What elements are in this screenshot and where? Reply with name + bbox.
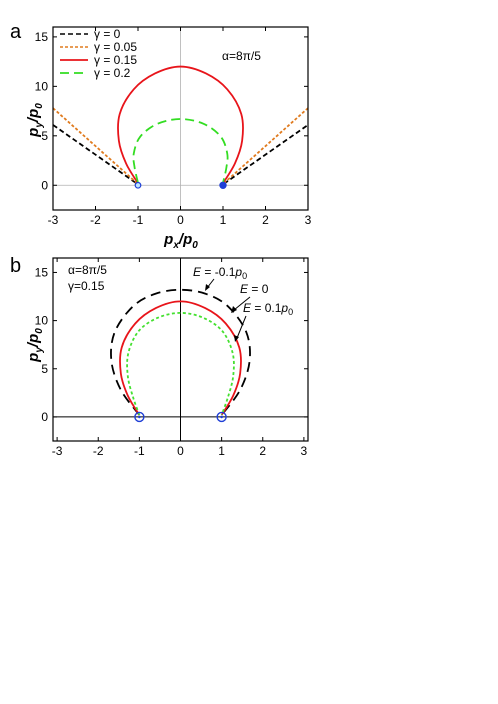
x-tick-label: -1 <box>133 213 144 227</box>
series-0-line <box>223 124 309 185</box>
x-tick-label: 2 <box>262 213 269 227</box>
label-e-plus: E = 0.1p0 <box>243 301 293 317</box>
y-tick-label: 0 <box>41 410 48 424</box>
panel-b-ylabel: py/p0 <box>25 328 45 363</box>
panel-a-legend: γ = 0 γ = 0.05 γ = 0.15 γ = 0.2 <box>60 27 137 80</box>
y-tick-label: 10 <box>35 314 49 328</box>
legend-label-gamma-0.2: γ = 0.2 <box>94 66 131 80</box>
marker-ring-center <box>138 415 141 419</box>
label-e-zero: E = 0 <box>240 282 269 296</box>
marker-filled <box>219 181 227 189</box>
series-0.15-curve <box>117 65 244 184</box>
panel-b-ticks: -3 -2 -1 0 1 2 3 0 5 10 15 <box>35 258 308 458</box>
series-0.2-curve <box>132 118 229 183</box>
panel-a-alpha-annotation: α=8π/5 <box>222 49 261 63</box>
panel-a-ylabel: py/p0 <box>25 103 45 138</box>
panel-a-ticks: -3 -2 -1 0 1 2 3 0 5 10 15 <box>35 27 312 227</box>
legend-label-gamma-0: γ = 0 <box>94 27 121 41</box>
y-tick-label: 5 <box>41 362 48 376</box>
series-0.05-line <box>52 107 138 184</box>
arrow-e-plus-head <box>234 335 239 342</box>
series-0-line <box>52 124 138 185</box>
panel-a-plot-area <box>52 27 309 210</box>
arrow-e-plus <box>236 315 247 339</box>
y-tick-label: 10 <box>35 79 49 93</box>
panel-a-chart: -3 -2 -1 0 1 2 3 0 5 10 15 py/p0 px/p0 γ = 0 γ = 0… <box>25 26 312 251</box>
x-tick-label: 0 <box>177 444 184 458</box>
x-tick-label: 3 <box>301 444 308 458</box>
arrow-e-zero-head <box>231 306 237 313</box>
y-tick-label: 15 <box>35 265 49 279</box>
panel-b-alpha-annotation: α=8π/5 <box>68 263 107 277</box>
marker-ring-center <box>220 415 223 419</box>
y-tick-label: 15 <box>35 30 49 44</box>
x-tick-label: -3 <box>48 213 59 227</box>
annotation-arrows <box>205 278 251 342</box>
arrow-e-minus-head <box>205 284 210 291</box>
marker-ring <box>134 411 145 423</box>
x-tick-label: -3 <box>52 444 63 458</box>
series-0.05-line <box>223 107 309 184</box>
panel-b-plot-area <box>53 258 308 441</box>
x-tick-label: 2 <box>259 444 266 458</box>
y-tick-label: 5 <box>41 129 48 143</box>
panel-a-letter: a <box>10 21 22 43</box>
x-tick-label: -2 <box>90 213 101 227</box>
marker-open <box>134 181 142 189</box>
label-e-minus: E = -0.1p0 <box>193 265 247 281</box>
x-tick-label: 1 <box>220 213 227 227</box>
panel-b-gamma-annotation: γ=0.15 <box>68 279 105 293</box>
x-tick-label: 3 <box>305 213 312 227</box>
panel-b-chart: -3 -2 -1 0 1 2 3 0 5 10 15 py/p0 α=8π/5 γ=0.15 E =… <box>25 257 309 458</box>
arrow-e-zero <box>233 296 251 311</box>
y-tick-label: 0 <box>41 178 48 192</box>
x-tick-label: 0 <box>177 213 184 227</box>
panel-b-letter: b <box>10 255 21 277</box>
legend-label-gamma-0.15: γ = 0.15 <box>94 53 137 67</box>
marker-ring <box>216 411 227 423</box>
series-e-0.1p-0-curve <box>126 311 235 416</box>
legend-label-gamma-0.05: γ = 0.05 <box>94 40 137 54</box>
x-tick-label: -2 <box>93 444 104 458</box>
x-tick-label: -1 <box>134 444 145 458</box>
series-e-0-curve <box>119 300 242 416</box>
panel-a-xlabel: px/p0 <box>163 231 198 251</box>
x-tick-label: 1 <box>218 444 225 458</box>
